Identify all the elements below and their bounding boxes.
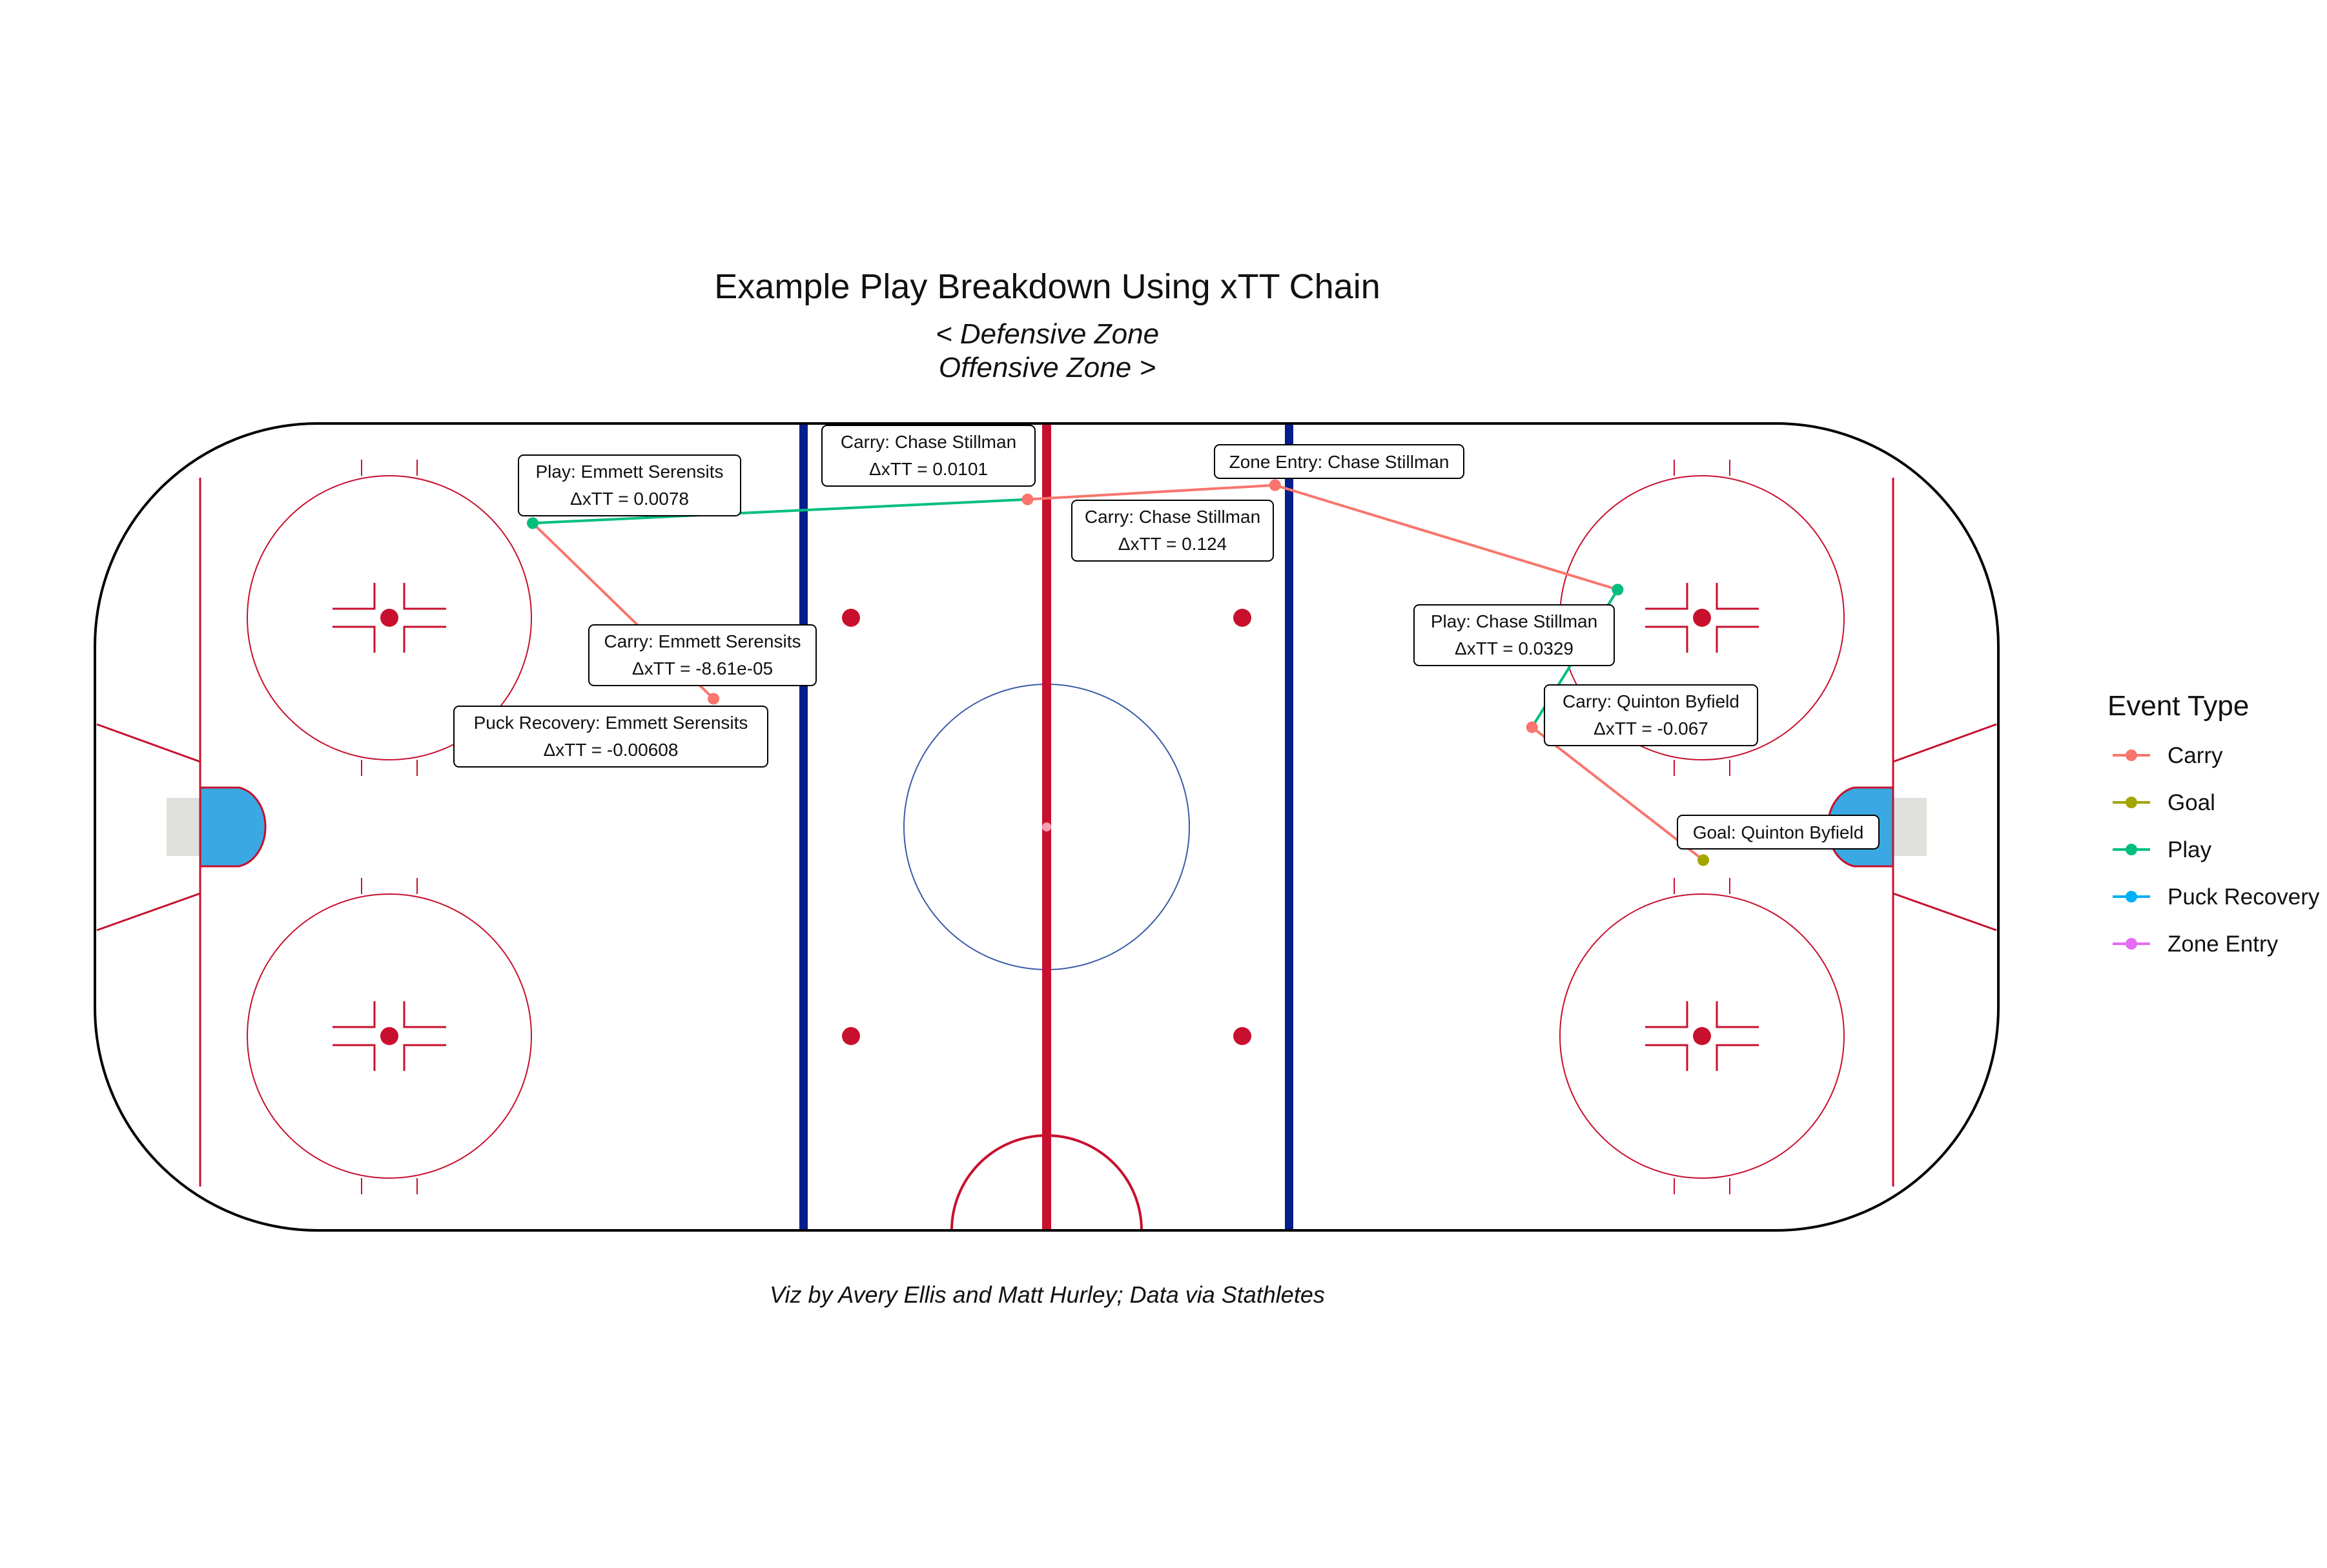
event-label-value: ΔxTT = -0.067 — [1594, 718, 1708, 738]
event-label-value: ΔxTT = 0.124 — [1118, 534, 1227, 554]
net-left — [167, 798, 200, 856]
event-label-box — [518, 454, 741, 516]
faceoff-circle-right-bottom — [1559, 878, 1845, 1194]
legend-title: Event Type — [2107, 690, 2249, 722]
chart-caption: Viz by Avery Ellis and Matt Hurley; Data… — [770, 1281, 1325, 1308]
center-dot — [1042, 822, 1051, 831]
chart-title: Example Play Breakdown Using xTT Chain — [714, 267, 1380, 306]
trapezoid-line-right-bottom — [1892, 892, 1997, 932]
trapezoid-line-right-top — [1892, 723, 1997, 763]
event-label-title: Puck Recovery: Emmett Serensits — [474, 713, 748, 733]
event-label: Carry: Quinton Byfield ΔxTT = -0.067 — [1544, 684, 1758, 746]
event-label: Play: Chase Stillman ΔxTT = 0.0329 — [1413, 604, 1615, 666]
event-label-value: ΔxTT = 0.0078 — [570, 489, 689, 509]
event-point — [1526, 721, 1538, 733]
event-point — [1269, 479, 1281, 491]
chart-subtitle-line-1: < Defensive Zone — [936, 318, 1159, 350]
event-segment — [1275, 484, 1618, 591]
event-label-box — [1071, 500, 1274, 562]
legend-key-point — [2126, 938, 2137, 950]
event-label-box — [1544, 684, 1758, 746]
trapezoid-line-left-bottom — [96, 892, 201, 932]
event-label-title: Carry: Emmett Serensits — [604, 631, 801, 651]
event-label-box — [588, 624, 817, 686]
faceoff-dot-right-top — [1693, 609, 1711, 627]
event-point — [527, 517, 539, 529]
net-right — [1893, 798, 1927, 856]
legend-key-point — [2126, 797, 2137, 808]
legend-item: Carry — [2113, 743, 2223, 768]
faceoff-circle-left-top — [247, 460, 532, 776]
legend-item: Zone Entry — [2113, 932, 2279, 957]
event-label-box — [1677, 815, 1880, 850]
faceoff-circle-left-bottom — [247, 878, 532, 1194]
event-point — [1697, 854, 1710, 866]
event-point — [708, 693, 720, 705]
legend-key-point — [2126, 749, 2137, 761]
event-label-value: ΔxTT = 0.0101 — [869, 459, 988, 479]
event-label-title: Play: Emmett Serensits — [536, 462, 724, 482]
event-label-box — [1214, 444, 1464, 479]
event-point — [1021, 493, 1034, 505]
neutral-dot-left-top — [842, 609, 860, 627]
event-segment — [1531, 726, 1705, 862]
event-label-title: Carry: Chase Stillman — [841, 432, 1016, 452]
legend-item-label: Puck Recovery — [2168, 884, 2320, 910]
event-label: Goal: Quinton Byfield — [1677, 815, 1880, 850]
chart-subtitle-line-2: Offensive Zone > — [939, 352, 1156, 383]
faceoff-dot-left-top — [380, 609, 398, 627]
neutral-dot-right-bottom — [1233, 1027, 1251, 1045]
crease-left — [199, 786, 267, 868]
event-label-value: ΔxTT = 0.0329 — [1455, 638, 1574, 658]
event-label-title: Play: Chase Stillman — [1431, 611, 1597, 631]
legend-key-point — [2126, 891, 2137, 902]
legend-items: Carry Goal Play Puck Recovery Zone Entry — [2113, 743, 2320, 957]
event-label-value: ΔxTT = -0.00608 — [544, 740, 679, 760]
event-label: Puck Recovery: Emmett Serensits ΔxTT = -0… — [453, 706, 768, 768]
legend-item-label: Play — [2168, 837, 2212, 862]
rink-boards — [94, 422, 2000, 1232]
event-labels: Puck Recovery: Emmett Serensits ΔxTT = -0… — [453, 425, 1880, 850]
legend-item-label: Zone Entry — [2168, 932, 2279, 957]
event-label: Carry: Chase Stillman ΔxTT = 0.0101 — [821, 425, 1036, 487]
faceoff-dot-right-bottom — [1693, 1027, 1711, 1045]
neutral-dot-left-bottom — [842, 1027, 860, 1045]
event-label-title: Carry: Chase Stillman — [1085, 507, 1260, 527]
trapezoid-line-left-top — [96, 723, 201, 763]
event-label-box — [1413, 604, 1615, 666]
legend-key-point — [2126, 844, 2137, 855]
event-points — [527, 479, 1710, 866]
event-segment — [1027, 484, 1275, 501]
legend-item-label: Carry — [2168, 743, 2223, 768]
event-segment — [532, 498, 1028, 525]
event-label: Carry: Chase Stillman ΔxTT = 0.124 — [1071, 500, 1274, 562]
event-label: Play: Emmett Serensits ΔxTT = 0.0078 — [518, 454, 741, 516]
legend-item: Goal — [2113, 790, 2215, 815]
neutral-dot-right-top — [1233, 609, 1251, 627]
blue-line-left — [799, 423, 808, 1230]
legend-item: Play — [2113, 837, 2212, 862]
blue-line-right — [1285, 423, 1293, 1230]
event-label-value: ΔxTT = -8.61e-05 — [632, 658, 773, 678]
event-label-box — [453, 706, 768, 768]
event-point — [1612, 584, 1624, 596]
legend-item-label: Goal — [2168, 790, 2215, 815]
event-label-title: Goal: Quinton Byfield — [1693, 822, 1864, 842]
faceoff-dot-left-bottom — [380, 1027, 398, 1045]
legend-item: Puck Recovery — [2113, 884, 2320, 910]
event-label-box — [821, 425, 1036, 487]
event-label: Carry: Emmett Serensits ΔxTT = -8.61e-05 — [588, 624, 817, 686]
event-label-title: Carry: Quinton Byfield — [1563, 691, 1739, 711]
event-label: Zone Entry: Chase Stillman — [1214, 444, 1464, 479]
legend: Event Type Carry Goal Play Puck Recovery Zon… — [2107, 690, 2320, 957]
event-label-title: Zone Entry: Chase Stillman — [1229, 452, 1450, 472]
